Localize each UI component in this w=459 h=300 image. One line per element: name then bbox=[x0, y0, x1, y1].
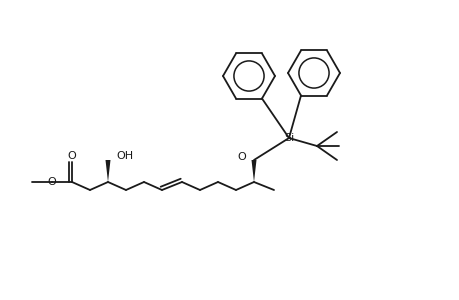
Text: OH: OH bbox=[116, 151, 133, 161]
Text: O: O bbox=[48, 177, 56, 187]
Text: O: O bbox=[67, 151, 76, 161]
Polygon shape bbox=[251, 160, 256, 182]
Text: O: O bbox=[237, 152, 246, 162]
Text: Si: Si bbox=[283, 133, 293, 143]
Polygon shape bbox=[105, 160, 110, 182]
